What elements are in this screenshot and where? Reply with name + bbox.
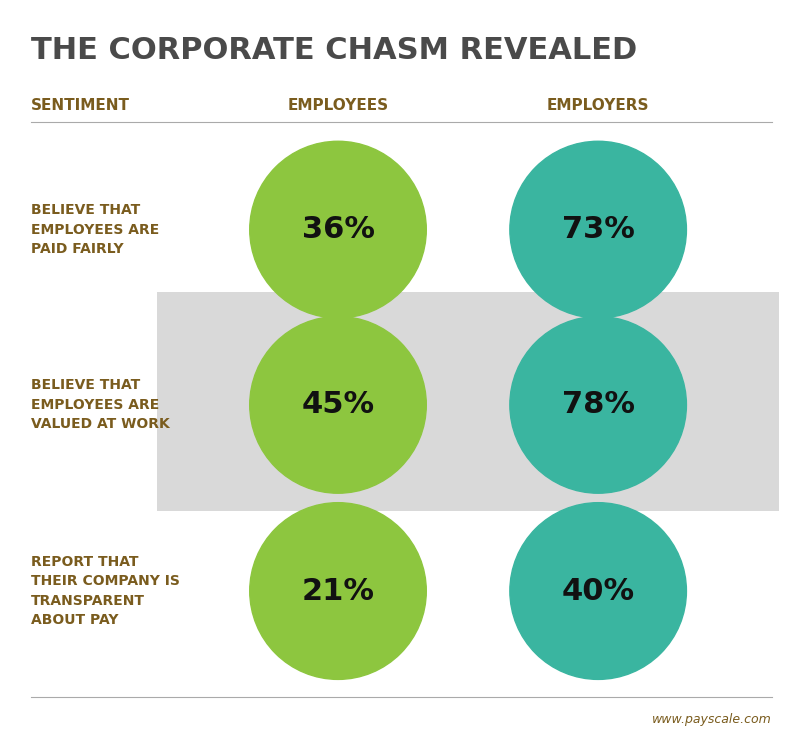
Text: 78%: 78% bbox=[561, 391, 634, 420]
Text: EMPLOYERS: EMPLOYERS bbox=[546, 98, 649, 113]
Ellipse shape bbox=[509, 316, 686, 493]
Ellipse shape bbox=[509, 503, 686, 679]
Text: 40%: 40% bbox=[560, 577, 634, 606]
Text: 36%: 36% bbox=[301, 215, 374, 244]
Text: SENTIMENT: SENTIMENT bbox=[31, 98, 129, 113]
Text: REPORT THAT
THEIR COMPANY IS
TRANSPARENT
ABOUT PAY: REPORT THAT THEIR COMPANY IS TRANSPARENT… bbox=[31, 555, 179, 627]
Ellipse shape bbox=[250, 141, 426, 318]
Ellipse shape bbox=[509, 141, 686, 318]
Text: 21%: 21% bbox=[301, 577, 374, 606]
Text: EMPLOYEES: EMPLOYEES bbox=[287, 98, 388, 113]
Text: THE CORPORATE CHASM REVEALED: THE CORPORATE CHASM REVEALED bbox=[31, 36, 636, 65]
Text: 73%: 73% bbox=[561, 215, 634, 244]
Ellipse shape bbox=[250, 316, 426, 493]
Text: www.payscale.com: www.payscale.com bbox=[651, 713, 771, 726]
FancyBboxPatch shape bbox=[157, 292, 778, 510]
Text: BELIEVE THAT
EMPLOYEES ARE
VALUED AT WORK: BELIEVE THAT EMPLOYEES ARE VALUED AT WOR… bbox=[31, 379, 169, 432]
Ellipse shape bbox=[250, 503, 426, 679]
Text: 45%: 45% bbox=[301, 391, 374, 420]
Text: BELIEVE THAT
EMPLOYEES ARE
PAID FAIRLY: BELIEVE THAT EMPLOYEES ARE PAID FAIRLY bbox=[31, 203, 159, 256]
